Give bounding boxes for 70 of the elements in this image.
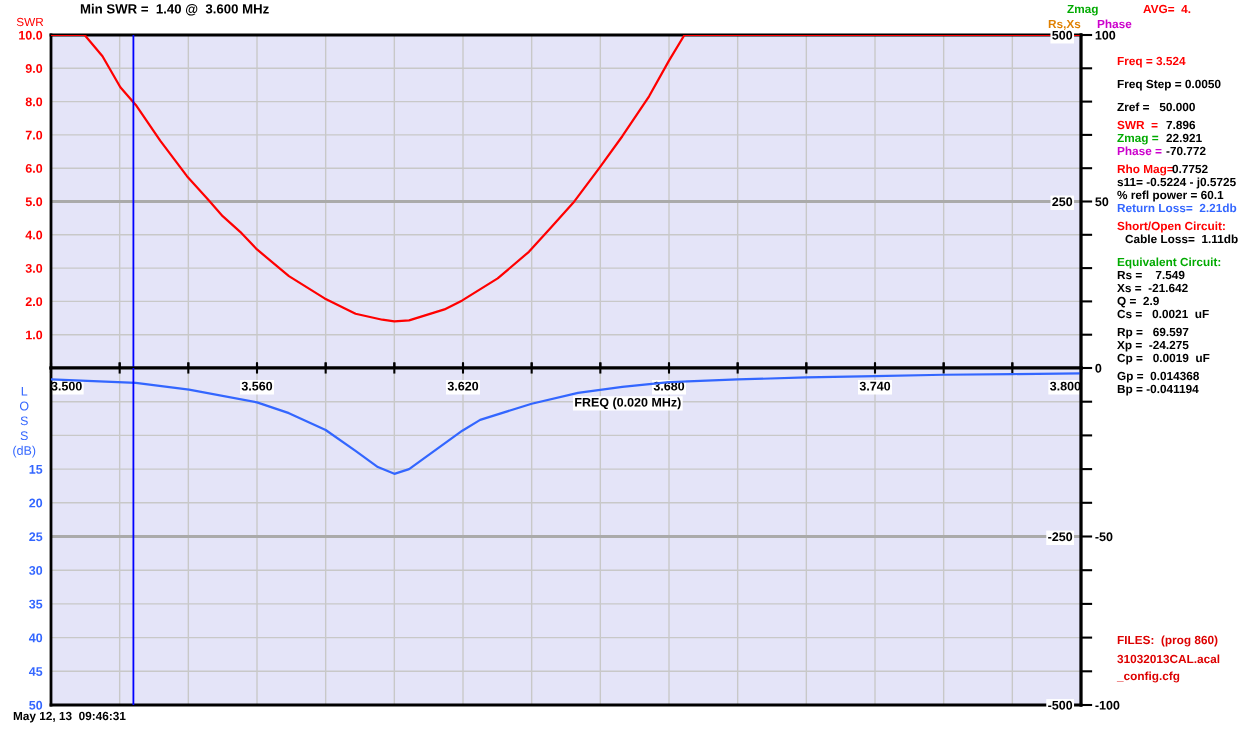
text: 31032013CAL.acal	[1117, 654, 1220, 664]
y2-tick-label: -250	[1048, 532, 1073, 542]
text: Zmag	[1067, 4, 1098, 16]
text: Cp = 0.0019 uF	[1117, 353, 1210, 365]
text: Zmag =	[1117, 133, 1159, 145]
x-tick-label: 3.740	[859, 381, 891, 391]
text: 7.896	[1166, 120, 1196, 130]
text: SWR =	[1117, 120, 1158, 130]
y-tick-label: 5.0	[25, 197, 43, 207]
y-tick-label: 1.0	[26, 330, 43, 340]
y-tick-label: 15	[29, 465, 43, 474]
text: FILES: (prog 860)	[1117, 635, 1218, 647]
y-tick-label: 8.0	[25, 97, 43, 107]
y3-tick-label: -100	[1095, 700, 1120, 710]
y3-tick-label: -50	[1095, 532, 1113, 542]
y-tick-label: 20	[29, 498, 43, 508]
text: Equivalent Circuit:	[1117, 257, 1221, 269]
text: 22.921	[1166, 133, 1202, 143]
text: Rs = 7.549	[1117, 270, 1185, 280]
x-tick-label: 3.560	[241, 381, 273, 391]
y-tick-label: 45	[28, 667, 43, 676]
text: Rho Mag=	[1117, 164, 1174, 176]
text: Zref = 50.000	[1117, 102, 1195, 112]
text: Freq Step = 0.0050	[1117, 79, 1221, 91]
x-tick-label: 3.500	[51, 381, 82, 391]
text: % refl power = 60.1	[1117, 190, 1224, 202]
text: May 12, 13 09:46:31	[13, 711, 126, 723]
y3-tick-label: 100	[1095, 30, 1116, 40]
y-tick-label: 6.0	[25, 164, 43, 173]
y3-tick-label: 0	[1095, 363, 1102, 373]
text: Rs,Xs	[1048, 19, 1081, 30]
text: Cs = 0.0021 uF	[1117, 309, 1209, 319]
text: Phase =	[1117, 146, 1162, 156]
text: Freq = 3.524	[1117, 56, 1186, 68]
line-series	[51, 372, 1081, 475]
y2-tick-label: -500	[1048, 700, 1073, 710]
y-tick-label: 30	[29, 566, 43, 575]
y-tick-label: 50	[29, 700, 43, 710]
y-axis-title: SWR	[16, 17, 44, 27]
y-tick-label: 35	[29, 599, 43, 609]
text: Phase	[1097, 19, 1132, 29]
x-tick-label: 3.620	[447, 381, 479, 391]
y2-tick-label: 250	[1052, 197, 1073, 207]
text: Cable Loss= 1.11db	[1125, 234, 1238, 244]
text: s11= -0.5224 - j0.5725	[1117, 177, 1236, 189]
y-tick-label: 10.0	[19, 30, 43, 40]
text: -70.772	[1166, 146, 1206, 156]
y2-tick-label: 500	[1052, 30, 1073, 40]
text: _config.cfg	[1116, 671, 1180, 683]
y-tick-label: 9.0	[25, 64, 43, 73]
y-tick-label: 3.0	[25, 263, 43, 273]
text: Gp = 0.014368	[1117, 371, 1200, 383]
text: AVG= 4.	[1143, 4, 1191, 14]
text: Bp = -0.041194	[1117, 384, 1199, 396]
text: Xs = -21.642	[1117, 283, 1188, 293]
text: Q = 2.9	[1117, 296, 1159, 308]
y-axis-title: L O S S (dB)	[13, 386, 36, 458]
chart-title: Min SWR = 1.40 @ 3.600 MHz	[80, 3, 269, 16]
y-tick-label: 4.0	[25, 230, 43, 240]
text: Return Loss= 2.21db	[1117, 203, 1237, 213]
text: Xp = -24.275	[1117, 340, 1189, 352]
y-tick-label: 7.0	[25, 130, 43, 140]
y-tick-label: 25	[29, 532, 43, 542]
text: Rp = 69.597	[1117, 327, 1189, 339]
text: Short/Open Circuit:	[1117, 221, 1225, 233]
text: 0.7752	[1172, 164, 1208, 174]
y-tick-label: 2.0	[25, 297, 43, 307]
x-axis-title: FREQ (0.020 MHz)	[575, 397, 681, 410]
y3-tick-label: 50	[1095, 197, 1109, 207]
y-tick-label: 40	[28, 633, 43, 643]
